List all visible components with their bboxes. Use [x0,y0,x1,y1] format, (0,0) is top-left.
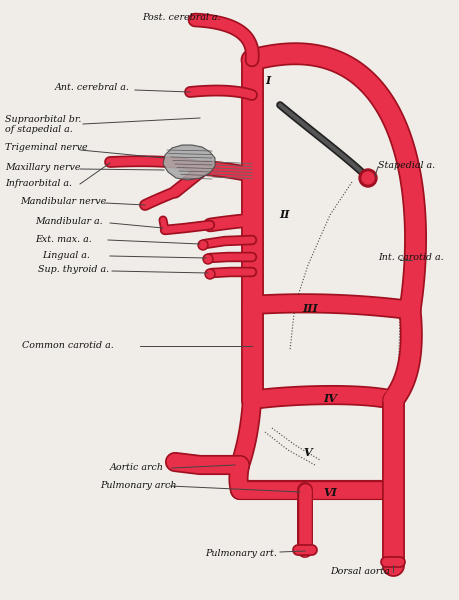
Text: Mandibular nerve: Mandibular nerve [20,197,106,206]
Text: III: III [302,302,318,313]
Text: Ext. max. a.: Ext. max. a. [35,235,92,244]
Text: Int. carotid a.: Int. carotid a. [378,253,444,263]
Circle shape [200,241,207,248]
Text: Trigeminal nerve: Trigeminal nerve [5,143,88,152]
Text: Dorsal aorta: Dorsal aorta [330,568,390,577]
Circle shape [203,254,213,264]
Text: Lingual a.: Lingual a. [42,251,90,259]
Text: V: V [304,448,312,458]
Text: Ant. cerebral a.: Ant. cerebral a. [55,83,130,92]
Text: Pulmonary arch: Pulmonary arch [100,481,177,490]
Text: Maxillary nerve: Maxillary nerve [5,163,80,173]
Circle shape [359,169,377,187]
Circle shape [362,172,374,184]
Text: of stapedial a.: of stapedial a. [5,125,73,134]
Circle shape [205,256,212,263]
Text: Stapedial a.: Stapedial a. [378,160,435,169]
Text: Supraorbital br.: Supraorbital br. [5,115,81,124]
Text: IV: IV [323,392,337,403]
Text: Common carotid a.: Common carotid a. [22,340,114,349]
Circle shape [205,269,215,279]
Text: VI: VI [323,487,337,497]
Text: Aortic arch: Aortic arch [110,463,164,473]
Text: Mandibular a.: Mandibular a. [35,217,103,226]
Text: I: I [265,74,271,85]
Text: Sup. thyroid a.: Sup. thyroid a. [38,265,109,275]
Text: Pulmonary art.: Pulmonary art. [205,548,277,557]
Circle shape [207,271,213,277]
Text: Post. cerebral a.: Post. cerebral a. [142,13,220,22]
Text: Infraorbital a.: Infraorbital a. [5,179,72,187]
Circle shape [198,240,208,250]
Text: II: II [280,209,290,220]
Polygon shape [163,145,215,180]
